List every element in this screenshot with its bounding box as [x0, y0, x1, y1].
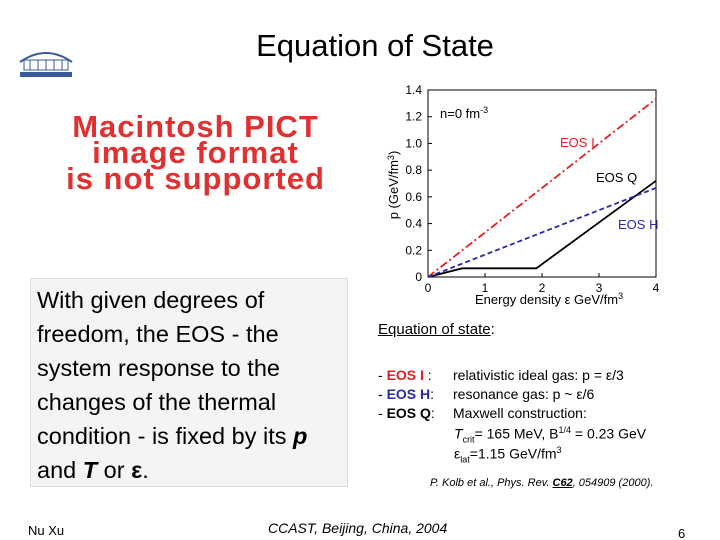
y-tick-label: 0.8: [405, 163, 422, 177]
y-label-sup: 3: [386, 155, 396, 160]
row-dash: -: [378, 386, 387, 402]
tcrit: Tcrit= 165 MeV, B1/4 = 0.23 GeV: [454, 425, 646, 444]
y-tick-label: 1.4: [405, 83, 422, 97]
page-number: 6: [678, 526, 686, 540]
elat-sup: 3: [556, 445, 562, 455]
x-tick-label: 0: [425, 281, 432, 295]
title: Equation of State: [256, 28, 494, 63]
y-tick-label: 0: [415, 270, 422, 284]
series-line: [427, 98, 657, 278]
y-tick-label: 1.2: [405, 110, 422, 124]
text-end: .: [142, 457, 149, 483]
tcrit-sup: 1/4: [558, 425, 572, 435]
placeholder-line: is not supported: [66, 161, 325, 196]
row-desc: resonance gas: p ~ ε/6: [453, 386, 595, 402]
row-sep: :: [430, 405, 435, 421]
annotation-sup: -3: [480, 105, 488, 115]
citation-vol: C62: [552, 477, 573, 489]
elat-e: ε: [454, 445, 461, 462]
symbol-eps: ε: [131, 457, 143, 483]
image-placeholder: Macintosh PICT image format is not suppo…: [18, 109, 373, 196]
citation: P. Kolb et al., Phys. Rev. C62, 054909 (…: [430, 477, 653, 489]
text-body: With given degrees of freedom, the EOS -…: [37, 287, 287, 449]
annotation-text: n=0 fm: [440, 106, 480, 121]
eos-row: - EOS H: resonance gas: p ~ ε/6: [378, 386, 594, 402]
tcrit-sub: crit: [462, 434, 475, 445]
elat: εlat=1.15 GeV/fm3: [454, 445, 562, 464]
x-axis-label: Energy density ε GeV/fm3: [475, 291, 623, 307]
eos-heading: Equation of state:: [378, 321, 495, 338]
eos-row: - EOS I : relativistic ideal gas: p = ε/3: [378, 367, 624, 383]
symbol-t: T: [82, 457, 98, 483]
row-desc: Maxwell construction:: [453, 405, 587, 421]
y-tick-label: 0.6: [405, 190, 422, 204]
annotation: n=0 fm-3: [440, 105, 488, 121]
series-label: EOS Q: [596, 170, 637, 185]
tcrit-t: T: [454, 425, 463, 442]
row-sep: :: [423, 367, 432, 383]
logo: [19, 52, 73, 77]
series-line: [427, 187, 657, 278]
elat-mid: =1.15 GeV/fm: [469, 445, 557, 462]
row-dash: -: [378, 405, 387, 421]
y-label: p (GeV/fm: [386, 160, 401, 219]
series-line: [427, 180, 657, 278]
series-label: EOS H: [618, 217, 658, 232]
x-tick-label: 2: [539, 281, 546, 295]
row-label: EOS I: [386, 367, 424, 383]
row-dash: -: [378, 367, 387, 383]
citation-pre: P. Kolb et al., Phys. Rev.: [430, 477, 553, 489]
y-label-end: ): [386, 151, 401, 155]
text-box: With given degrees of freedom, the EOS -…: [30, 278, 348, 487]
x-tick-label: 4: [653, 281, 660, 295]
heading-colon: :: [490, 321, 495, 338]
eos-row: - EOS Q: Maxwell construction:: [378, 405, 587, 421]
row-desc: relativistic ideal gas: p = ε/3: [453, 367, 624, 383]
symbol-p: p: [293, 423, 308, 449]
footer-venue: CCAST, Beijing, China, 2004: [268, 520, 448, 536]
y-axis-label: p (GeV/fm3): [386, 151, 401, 220]
chart: n=0 fm-3 p (GeV/fm3) Energy density ε Ge…: [386, 83, 660, 307]
x-label-sup: 3: [618, 291, 623, 301]
placeholder-line: Macintosh PICT: [72, 109, 319, 144]
text-and: and: [37, 457, 77, 483]
x-tick-label: 3: [596, 281, 603, 295]
tcrit-mid: = 165 MeV, B: [474, 425, 559, 442]
row-sep: :: [430, 386, 435, 402]
placeholder-line: image format: [92, 135, 299, 170]
y-tick-label: 0.4: [405, 217, 422, 231]
row-label: EOS Q: [386, 405, 431, 421]
x-tick-label: 1: [482, 281, 489, 295]
series-label: EOS I: [560, 135, 595, 150]
row-label: EOS H: [386, 386, 431, 402]
y-tick-label: 1.0: [405, 136, 422, 150]
citation-post: , 054909 (2000).: [572, 477, 654, 489]
y-tick-label: 0.2: [405, 243, 422, 257]
elat-sub: lat: [460, 454, 470, 465]
tcrit-end: = 0.23 GeV: [571, 425, 647, 442]
text-or: or: [103, 457, 125, 483]
footer-author: Nu Xu: [28, 523, 65, 538]
heading-text: Equation of state: [378, 321, 491, 338]
x-label: Energy density ε GeV/fm: [475, 292, 618, 307]
